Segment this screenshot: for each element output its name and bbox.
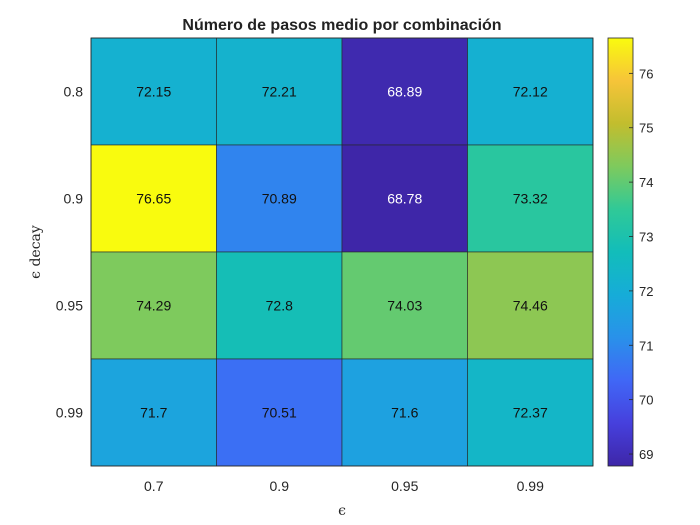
heatmap-cell (216, 251, 343, 360)
heatmap-cell (90, 358, 217, 467)
colorbar-tick-label: 72 (639, 284, 653, 299)
cell-value-label: 71.6 (391, 405, 418, 421)
y-tick-label: 0.95 (56, 298, 83, 314)
colorbar-scale (607, 37, 634, 467)
heatmap-cell (341, 144, 468, 253)
x-tick-label: 0.7 (144, 478, 164, 494)
heatmap-cell (341, 358, 468, 467)
colorbar-tick-label: 69 (639, 447, 653, 462)
chart-title: Número de pasos medio por combinación (182, 17, 501, 34)
cell-value-label: 70.51 (262, 405, 297, 421)
x-axis-label: ϵ (338, 503, 346, 519)
cell-value-label: 72.21 (262, 84, 297, 100)
y-tick-labels: 0.8 0.9 0.95 0.99 (56, 84, 83, 421)
colorbar-tick-label: 75 (639, 121, 653, 136)
cell-value-label: 72.37 (513, 405, 548, 421)
cell-value-label: 76.65 (136, 191, 171, 207)
y-tick-label: 0.8 (64, 84, 84, 100)
heatmap-cell (467, 251, 594, 360)
y-tick-label: 0.9 (64, 191, 84, 207)
x-tick-label: 0.99 (517, 478, 544, 494)
heatmap-cell (467, 37, 594, 146)
cell-value-label: 68.89 (387, 84, 422, 100)
cell-value-label: 70.89 (262, 191, 297, 207)
cell-value-label: 72.8 (266, 298, 293, 314)
heatmap-cell (341, 37, 468, 146)
heatmap-cell (467, 144, 594, 253)
colorbar-tick-label: 70 (639, 393, 653, 408)
cell-value-label: 68.78 (387, 191, 422, 207)
x-tick-labels: 0.7 0.9 0.95 0.99 (144, 478, 544, 494)
y-axis-label: ϵ decay (28, 225, 44, 279)
colorbar-tick-label: 74 (639, 175, 653, 190)
heatmap-cell (90, 251, 217, 360)
cell-value-label: 72.15 (136, 84, 171, 100)
cell-value-label: 74.46 (513, 298, 548, 314)
heatmap-cell (90, 37, 217, 146)
heatmap-cell (216, 144, 343, 253)
cell-value-label: 73.32 (513, 191, 548, 207)
x-tick-label: 0.9 (270, 478, 290, 494)
heatmap-cell (216, 358, 343, 467)
cell-value-label: 71.7 (140, 405, 167, 421)
y-tick-label: 0.99 (56, 405, 83, 421)
cell-value-label: 72.12 (513, 84, 548, 100)
cell-value-label: 74.03 (387, 298, 422, 314)
colorbar-tick-label: 71 (639, 338, 653, 353)
colorbar: 69 70 71 72 73 74 75 76 (607, 37, 653, 467)
x-tick-label: 0.95 (391, 478, 418, 494)
colorbar-tick-label: 76 (639, 66, 653, 81)
heatmap-cell (467, 358, 594, 467)
plot-border (90, 37, 594, 467)
heatmap-cells: 72.15 72.21 68.89 72.12 76.65 70.89 68.78 73.32… (90, 37, 594, 467)
cell-value-label: 74.29 (136, 298, 171, 314)
colorbar-tick-label: 73 (639, 230, 653, 245)
